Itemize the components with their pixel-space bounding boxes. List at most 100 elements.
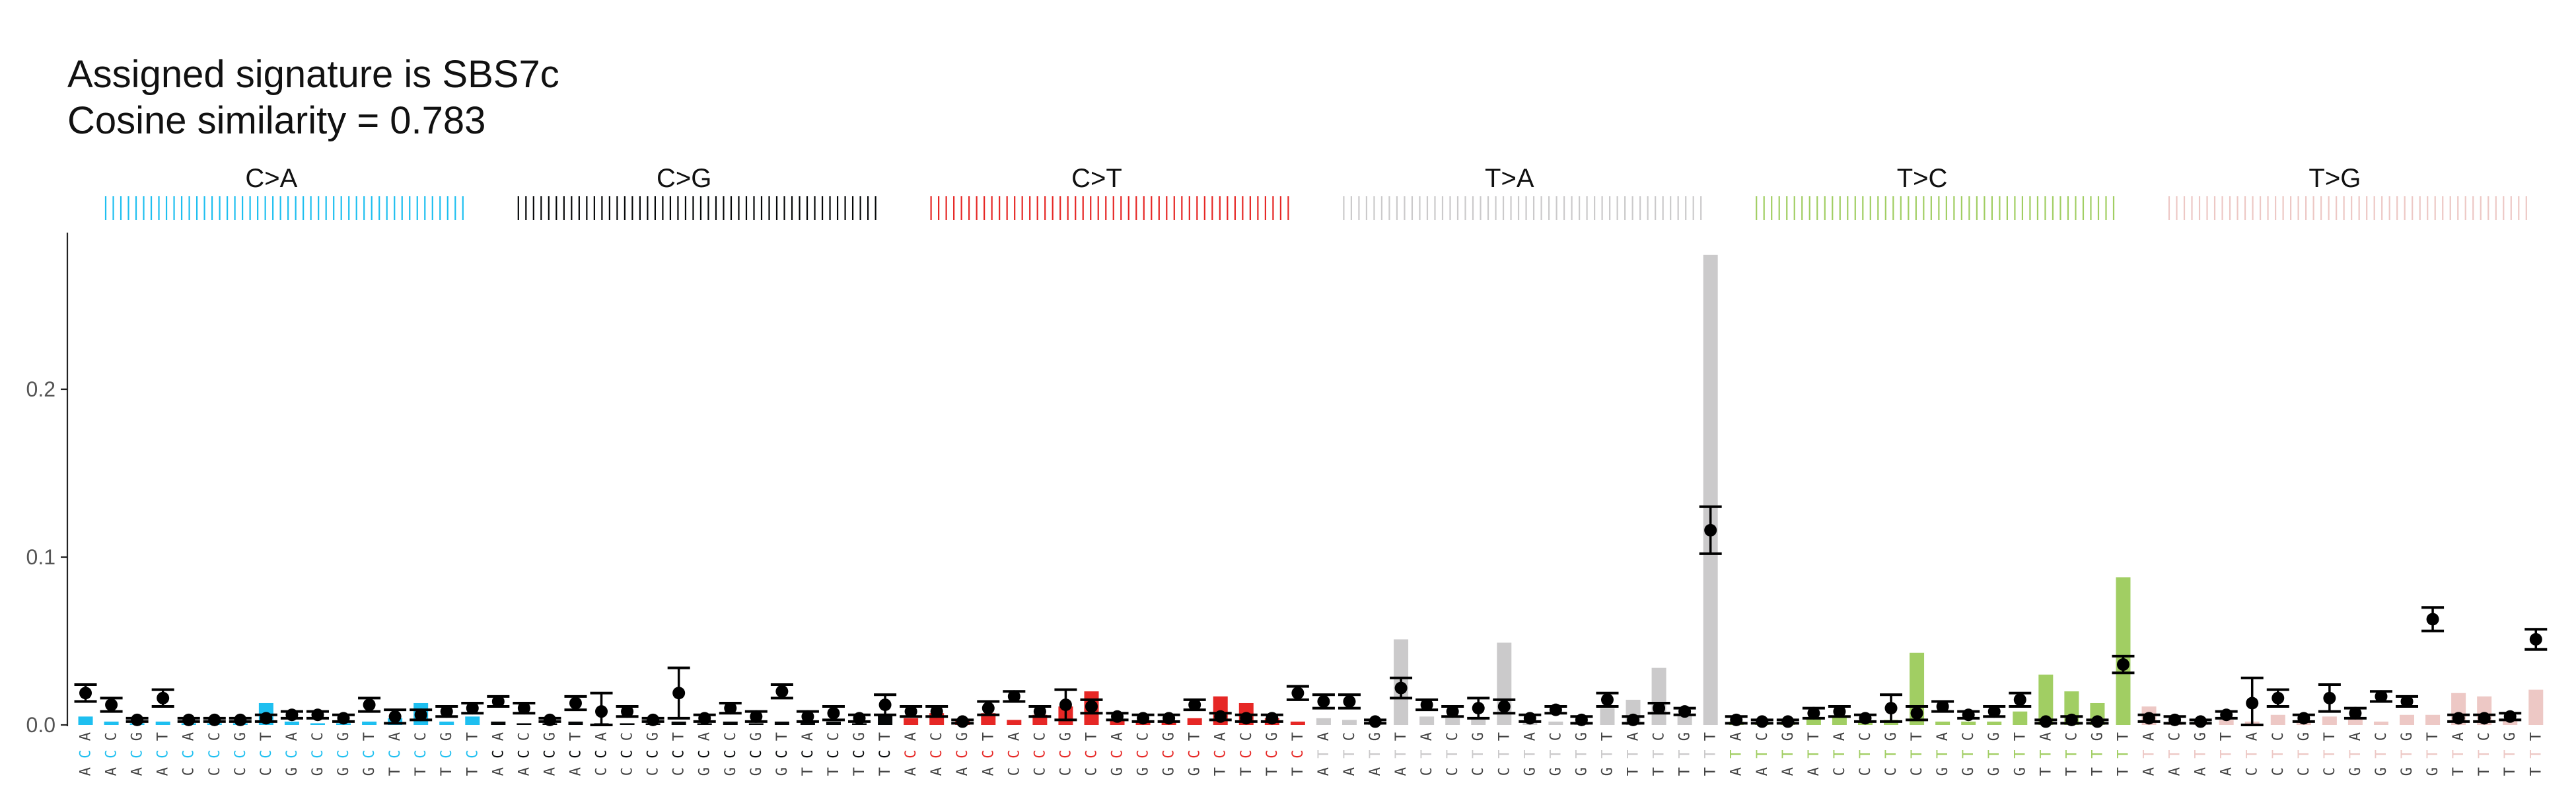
sample-point — [466, 702, 479, 715]
signature-bar — [2270, 714, 2285, 725]
x-tick-label: G T A — [2347, 732, 2364, 776]
sample-point — [672, 687, 686, 700]
signature-bar — [1600, 708, 1615, 725]
sample-point — [621, 705, 634, 718]
group-label: T>G — [2308, 164, 2361, 193]
signature-bar — [1806, 718, 1821, 725]
sample-point — [1059, 699, 1072, 712]
y-tick-label: 0.2 — [26, 377, 55, 401]
x-tick-label: C T T — [1909, 732, 1925, 776]
signature-bar — [2425, 714, 2441, 725]
sample-point — [1266, 712, 1279, 725]
sample-point — [1137, 712, 1150, 725]
x-tick-label: A T T — [1393, 732, 1410, 776]
sample-point — [1833, 705, 1846, 718]
sample-point — [440, 705, 453, 718]
signature-bar — [1651, 667, 1666, 725]
signature-bar — [465, 716, 480, 725]
x-tick-label: G C T — [774, 732, 791, 776]
sample-point — [853, 712, 866, 725]
sample-point — [930, 705, 943, 718]
y-tick-label: 0.0 — [26, 713, 55, 737]
sample-point — [1163, 712, 1176, 725]
signature-bar — [2038, 674, 2054, 725]
x-tick-label: T C C — [413, 732, 429, 776]
signature-bar — [1548, 721, 1563, 725]
sample-point — [1111, 710, 1124, 723]
signature-bar — [2347, 718, 2363, 725]
signature-bar — [2528, 689, 2544, 725]
signature-bar — [2219, 720, 2234, 725]
x-tick-label: A C G — [954, 732, 971, 776]
sample-point — [157, 691, 170, 704]
sample-point — [105, 699, 118, 712]
sample-point — [750, 710, 763, 723]
x-tick-label: A C G — [129, 732, 146, 776]
x-tick-label: A C C — [929, 732, 945, 776]
x-tick-label: A T T — [1806, 732, 1822, 776]
x-tick-label: C C G — [645, 732, 662, 776]
sample-point — [260, 712, 273, 725]
signature-bar — [826, 721, 841, 725]
x-tick-label: T C T — [877, 732, 894, 776]
x-tick-label: A T A — [1316, 732, 1332, 776]
sample-point — [414, 708, 427, 722]
sample-point — [1472, 702, 1485, 715]
x-tick-label: G C G — [336, 732, 352, 776]
x-tick-label: T T C — [2063, 732, 2080, 776]
sample-point — [1678, 705, 1692, 718]
sample-point — [904, 705, 917, 718]
signature-bar — [1187, 718, 1202, 725]
x-tick-label: T C A — [387, 732, 404, 776]
x-tick-label: C T T — [2322, 732, 2338, 776]
sample-point — [1007, 690, 1020, 703]
sample-point — [1884, 702, 1898, 715]
signature-bar — [1007, 720, 1022, 725]
x-tick-label: A T A — [1729, 732, 1745, 776]
x-tick-label: C T G — [2296, 732, 2312, 776]
sample-point — [1859, 712, 1872, 725]
x-tick-label: A C T — [980, 732, 997, 776]
sample-point — [285, 708, 299, 722]
sample-point — [1756, 715, 1769, 728]
signature-bar — [439, 721, 454, 725]
signature-bar — [2400, 714, 2415, 725]
signature-bar — [1935, 721, 1950, 725]
sample-point — [517, 702, 530, 715]
signature-bar — [78, 716, 93, 725]
x-tick-label: C C G — [233, 732, 249, 776]
sample-point — [595, 705, 608, 718]
signature-bar — [2322, 716, 2337, 725]
signature-bar — [1703, 254, 1718, 725]
x-tick-label: T C A — [1213, 732, 1229, 776]
sample-point — [1420, 699, 1433, 712]
signature-bar — [748, 723, 764, 725]
signature-bar — [1419, 716, 1435, 725]
x-tick-label: A T T — [2219, 732, 2235, 776]
sample-point — [2065, 713, 2078, 726]
x-tick-label: T T C — [2476, 732, 2493, 776]
x-tick-label: T C C — [1238, 732, 1255, 776]
x-tick-label: G T C — [2373, 732, 2390, 776]
x-tick-label: T T A — [2038, 732, 2054, 776]
signature-bar — [2013, 711, 2028, 725]
sample-point — [182, 713, 196, 726]
bar-layer — [78, 254, 2544, 725]
sample-point — [311, 708, 324, 722]
sample-point — [2039, 715, 2052, 728]
sample-point — [2013, 693, 2026, 706]
x-tick-label: G T A — [1522, 732, 1538, 776]
sample-point — [2375, 690, 2388, 703]
x-tick-label: C C C — [620, 732, 636, 776]
x-tick-label: T C C — [826, 732, 842, 776]
sample-point — [569, 697, 582, 710]
group-strip-layer: C>A C>G C>T T>A T>C T>G — [104, 164, 2527, 220]
x-tick-label: A T C — [1342, 732, 1358, 776]
sample-point — [543, 713, 556, 726]
sample-point — [2220, 708, 2233, 722]
x-tick-label: A C C — [516, 732, 532, 776]
sample-point — [1936, 700, 1949, 713]
sample-point — [1369, 715, 1382, 728]
x-tick-label: T T C — [1651, 732, 1668, 776]
x-tick-label: A C G — [542, 732, 558, 776]
